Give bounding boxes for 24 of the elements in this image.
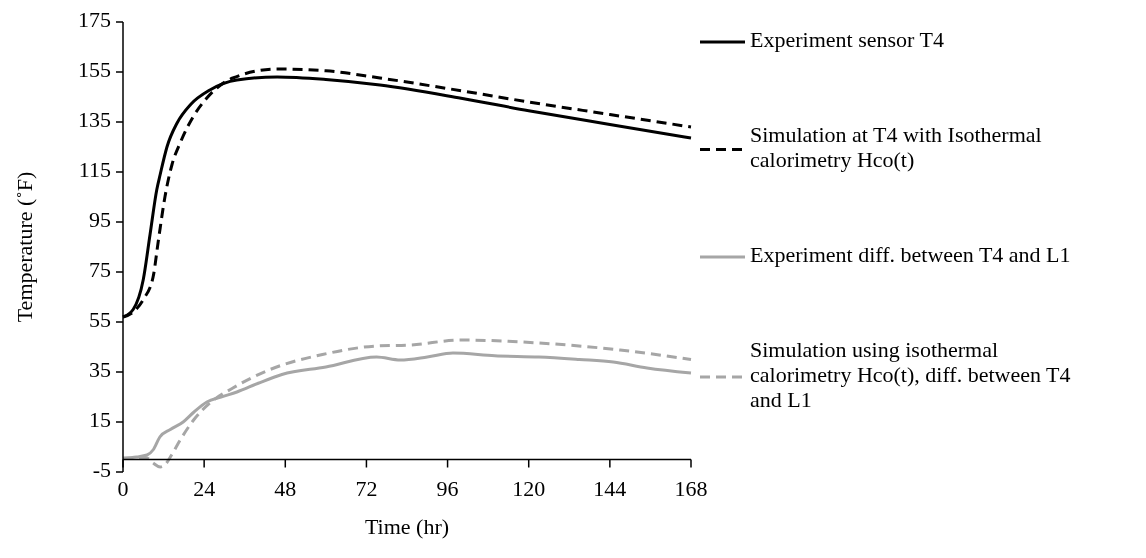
y-tick-label: 135 [78, 107, 111, 133]
x-tick-label: 0 [117, 476, 129, 501]
x-tick-label: 120 [512, 476, 546, 501]
x-axis-title: Time (hr) [364, 514, 450, 539]
x-tick-label: 72 [355, 476, 378, 501]
legend-label: Simulation using isothermal calorimetry Hco(t), diff. between T4 and L1 [750, 337, 1071, 413]
y-tick-label: 175 [78, 7, 111, 33]
y-tick-label: 155 [78, 57, 111, 83]
x-tick-label: 96 [436, 476, 459, 501]
legend-label: Experiment diff. between T4 and L1 [750, 242, 1071, 268]
legend-label: Experiment sensor T4 [750, 27, 944, 53]
y-tick-label: 115 [78, 157, 111, 183]
y-tick-label: -5 [92, 457, 111, 483]
x-tick-label: 48 [274, 476, 297, 501]
y-tick-label: 75 [89, 257, 111, 283]
x-tick-label: 144 [593, 476, 627, 501]
y-tick-label: 15 [89, 407, 111, 433]
legend-label: Simulation at T4 with Isothermal calorimetry Hco(t) [750, 122, 1042, 173]
y-axis-title: Temperature (˚F) [12, 171, 37, 323]
y-tick-label: 55 [89, 307, 111, 333]
x-tick-label: 168 [674, 476, 708, 501]
y-tick-label: 35 [89, 357, 111, 383]
x-tick-label: 24 [193, 476, 216, 501]
y-tick-label: 95 [89, 207, 111, 233]
